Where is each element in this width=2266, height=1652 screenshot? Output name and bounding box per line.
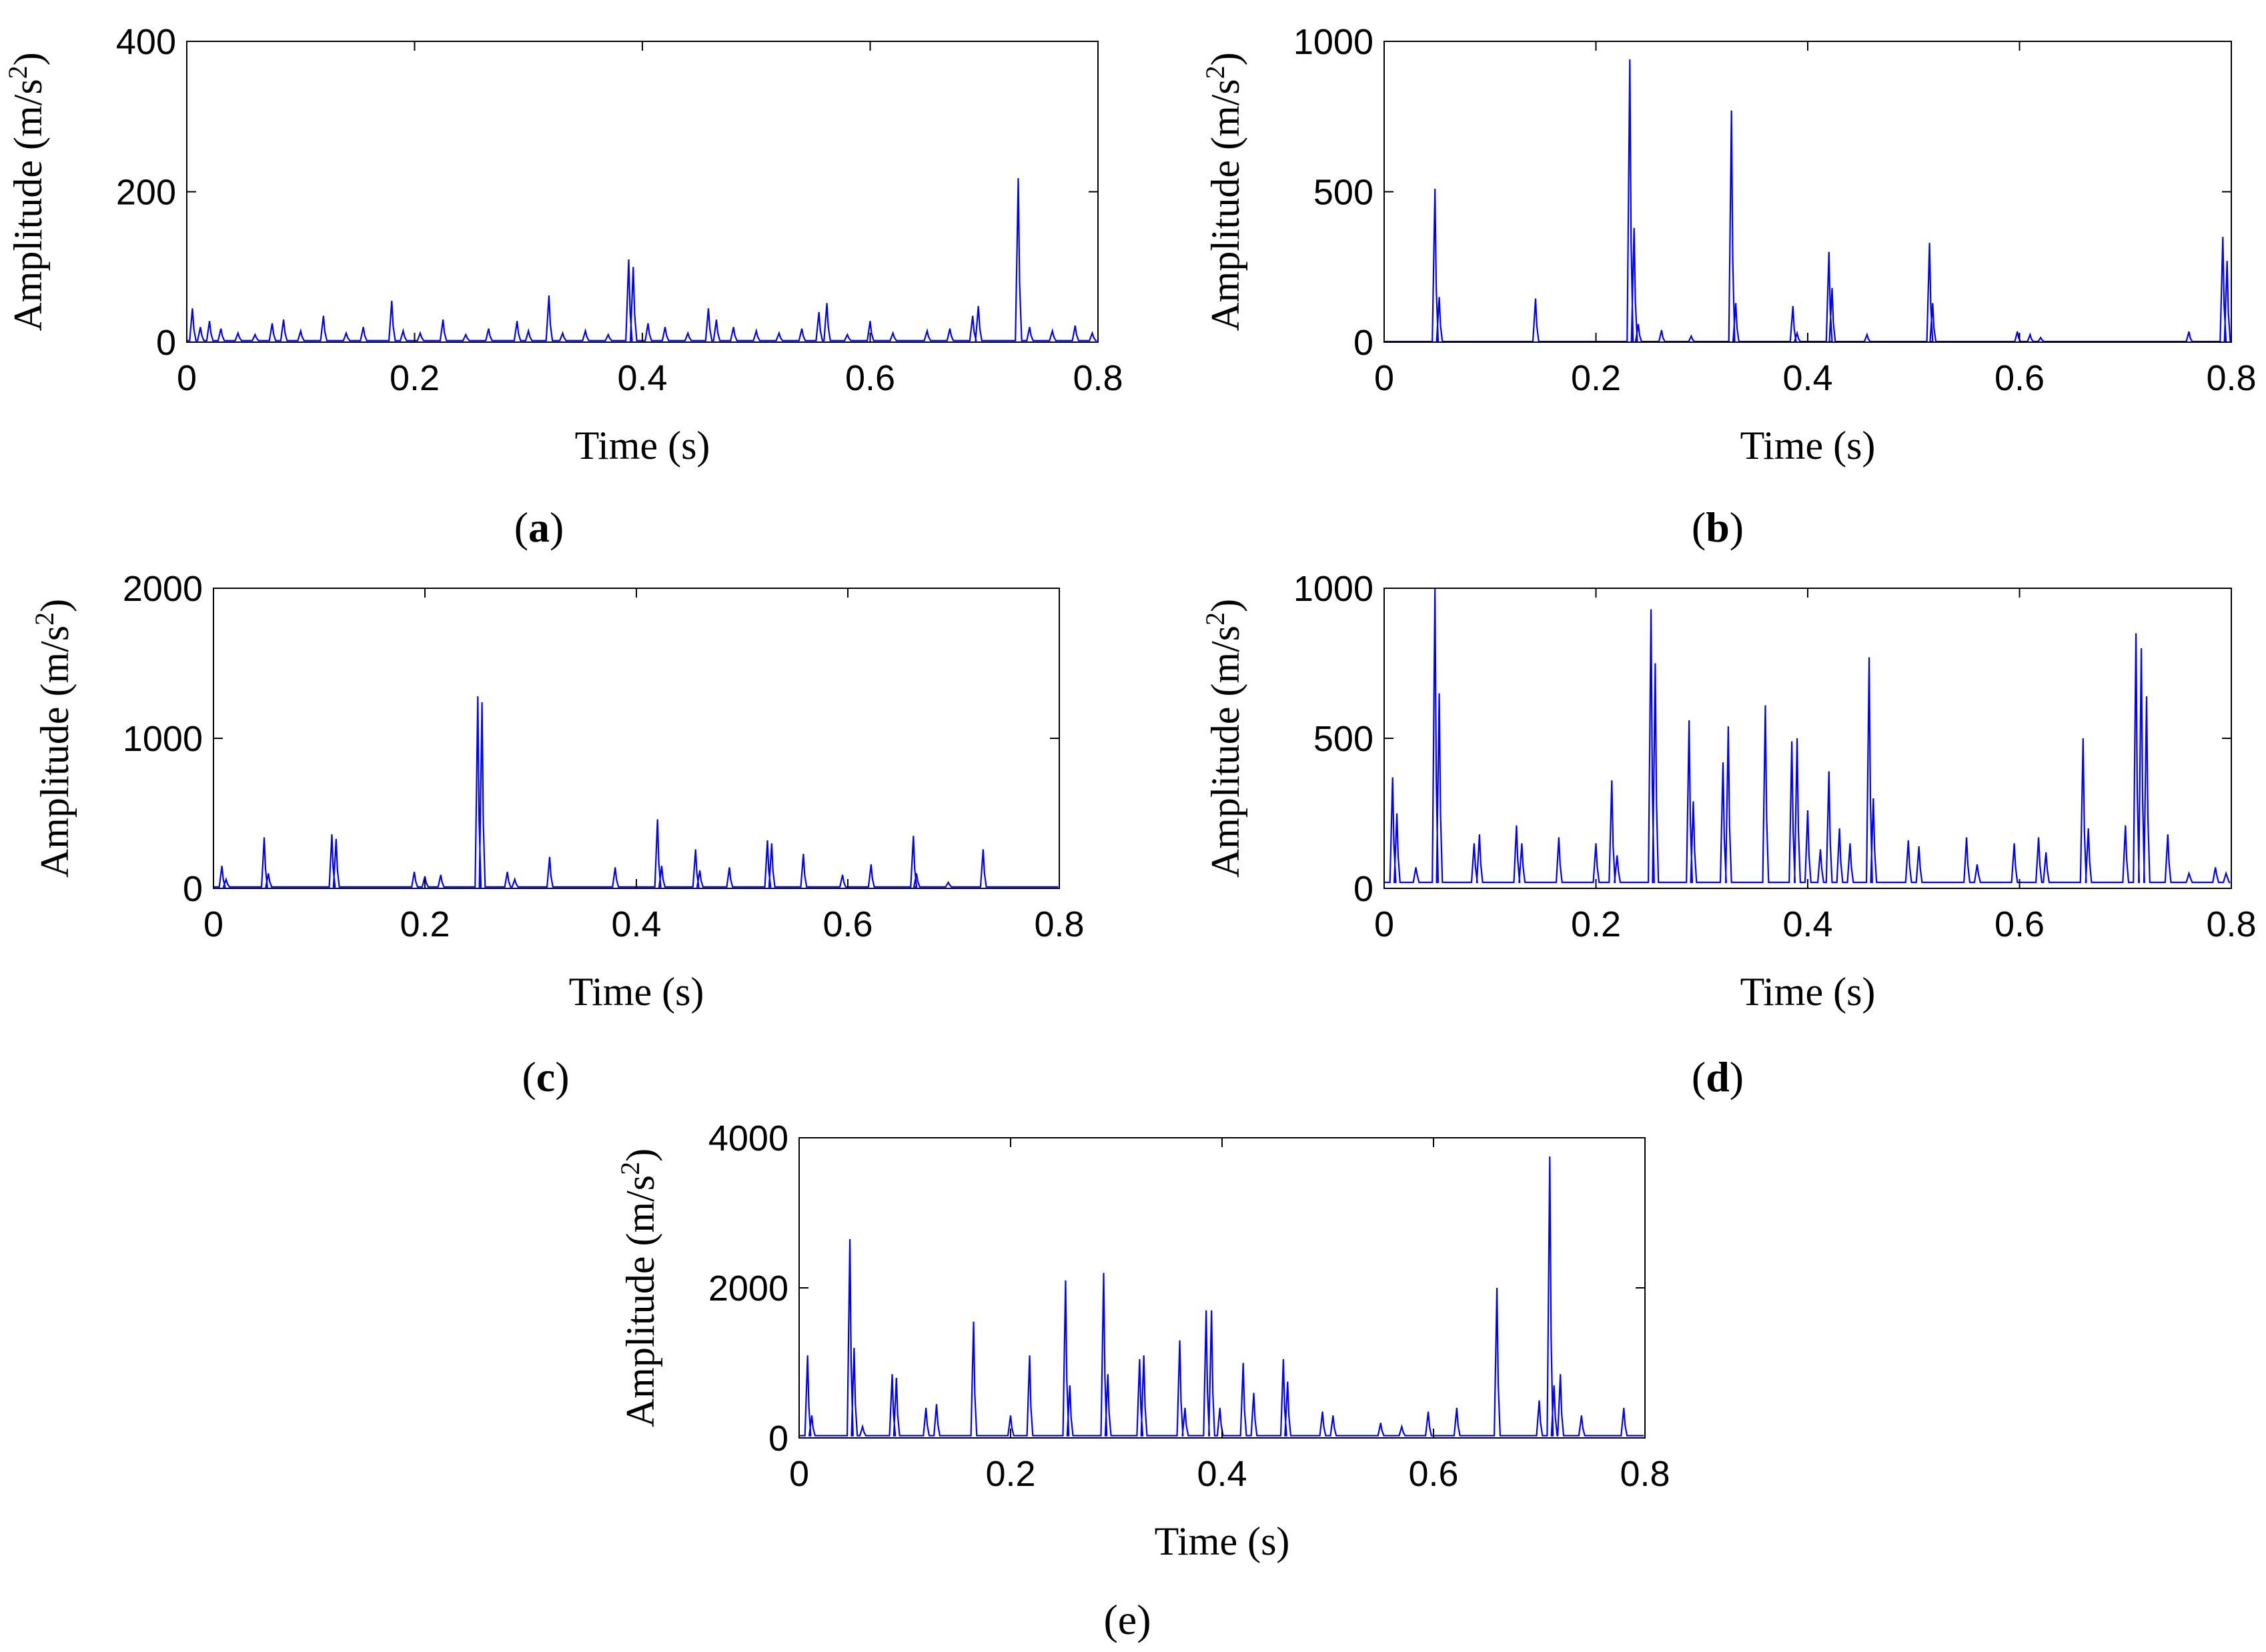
series-line-b [1384, 59, 2231, 343]
y-tick-label-e: 4000 [708, 1118, 788, 1158]
x-tick-label-b: 0.4 [1782, 358, 1832, 398]
axes-frame-a [186, 41, 1099, 343]
y-axis-title-d: Amplitude (m/s2) [1200, 599, 1247, 878]
x-tick-label-a: 0.2 [390, 358, 440, 398]
panel-a: (a) 0 0.2 0.4 0.6 0.8 0 200 400 Time (s) Amplitud… [3, 22, 1123, 551]
y-axis-title-b: Amplitude (m/s2) [1200, 52, 1247, 331]
y-tick-label-e: 0 [768, 1419, 788, 1459]
x-tick-label-d: 0 [1374, 904, 1394, 944]
series-line-c [213, 696, 1059, 888]
x-tick-label-d: 0.6 [1995, 904, 2045, 944]
x-axis-title-b: Time (s) [1740, 424, 1876, 468]
panel-label-a: (a) [514, 504, 564, 551]
axes-frame-d [1383, 588, 2232, 889]
axes-frame-c [213, 588, 1060, 889]
x-tick-label-b: 0 [1374, 358, 1394, 398]
x-tick-label-b: 0.6 [1995, 358, 2045, 398]
x-tick-label-c: 0.2 [400, 904, 450, 944]
x-tick-label-d: 0.8 [2206, 904, 2256, 944]
x-tick-label-c: 0 [203, 904, 223, 944]
y-tick-label-e: 2000 [708, 1269, 788, 1309]
axes-frame-e [798, 1137, 1646, 1439]
x-tick-label-a: 0.8 [1073, 358, 1123, 398]
y-tick-label-b: 500 [1313, 173, 1373, 213]
panel-label-e: (e) [1103, 1596, 1151, 1643]
y-tick-label-c: 2000 [123, 569, 203, 609]
panel-label-d: (d) [1692, 1053, 1744, 1100]
panel-b: (b) 0 0.2 0.4 0.6 0.8 0 500 1000 Time (s) Amplitu… [1200, 22, 2257, 551]
x-tick-label-c: 0.4 [611, 904, 661, 944]
x-tick-label-b: 0.8 [2206, 358, 2256, 398]
y-axis-title-c: Amplitude (m/s2) [29, 599, 77, 878]
x-tick-label-a: 0.6 [845, 358, 895, 398]
y-tick-label-b: 0 [1353, 323, 1373, 363]
y-tick-label-d: 0 [1353, 869, 1373, 909]
x-axis-title-c: Time (s) [569, 970, 704, 1014]
y-tick-label-c: 1000 [123, 719, 203, 759]
y-tick-label-b: 1000 [1293, 22, 1373, 62]
x-tick-label-c: 0.6 [822, 904, 873, 944]
x-tick-label-a: 0.4 [617, 358, 667, 398]
x-tick-label-e: 0.2 [985, 1454, 1035, 1494]
y-tick-label-d: 500 [1313, 719, 1373, 759]
y-tick-label-c: 0 [183, 869, 203, 909]
x-tick-label-b: 0.2 [1571, 358, 1621, 398]
panel-label-c: (c) [522, 1053, 569, 1100]
x-tick-label-d: 0.2 [1571, 904, 1621, 944]
panel-label-b: (b) [1692, 504, 1744, 551]
axes-frame-b [1383, 41, 2232, 343]
series-line-a [187, 178, 1097, 341]
y-tick-label-a: 400 [116, 22, 176, 62]
panel-e: (e) 0 0.2 0.4 0.6 0.8 0 2000 4000 Time (s) Amplit… [615, 1118, 1670, 1643]
x-tick-label-e: 0 [789, 1454, 809, 1494]
x-axis-title-e: Time (s) [1155, 1519, 1290, 1563]
series-line-e [799, 1156, 1644, 1437]
y-axis-title-e: Amplitude (m/s2) [615, 1148, 662, 1427]
y-tick-label-d: 1000 [1293, 569, 1373, 609]
x-axis-title-d: Time (s) [1740, 970, 1876, 1014]
x-tick-label-c: 0.8 [1034, 904, 1084, 944]
panel-c: (c) 0 0.2 0.4 0.6 0.8 0 1000 2000 Time (s) Amplit… [29, 569, 1085, 1100]
x-axis-title-a: Time (s) [575, 424, 710, 468]
y-tick-label-a: 0 [156, 323, 176, 363]
y-tick-label-a: 200 [116, 173, 176, 213]
y-axis-title-a: Amplitude (m/s2) [3, 52, 50, 331]
panel-d: (d) 0 0.2 0.4 0.6 0.8 0 500 1000 Time (s) Amplitu… [1200, 569, 2257, 1100]
x-tick-label-e: 0.6 [1408, 1454, 1458, 1494]
x-tick-label-a: 0 [177, 358, 197, 398]
series-line-d [1384, 588, 2231, 884]
x-tick-label-e: 0.8 [1620, 1454, 1670, 1494]
x-tick-label-e: 0.4 [1197, 1454, 1247, 1494]
x-tick-label-d: 0.4 [1782, 904, 1832, 944]
